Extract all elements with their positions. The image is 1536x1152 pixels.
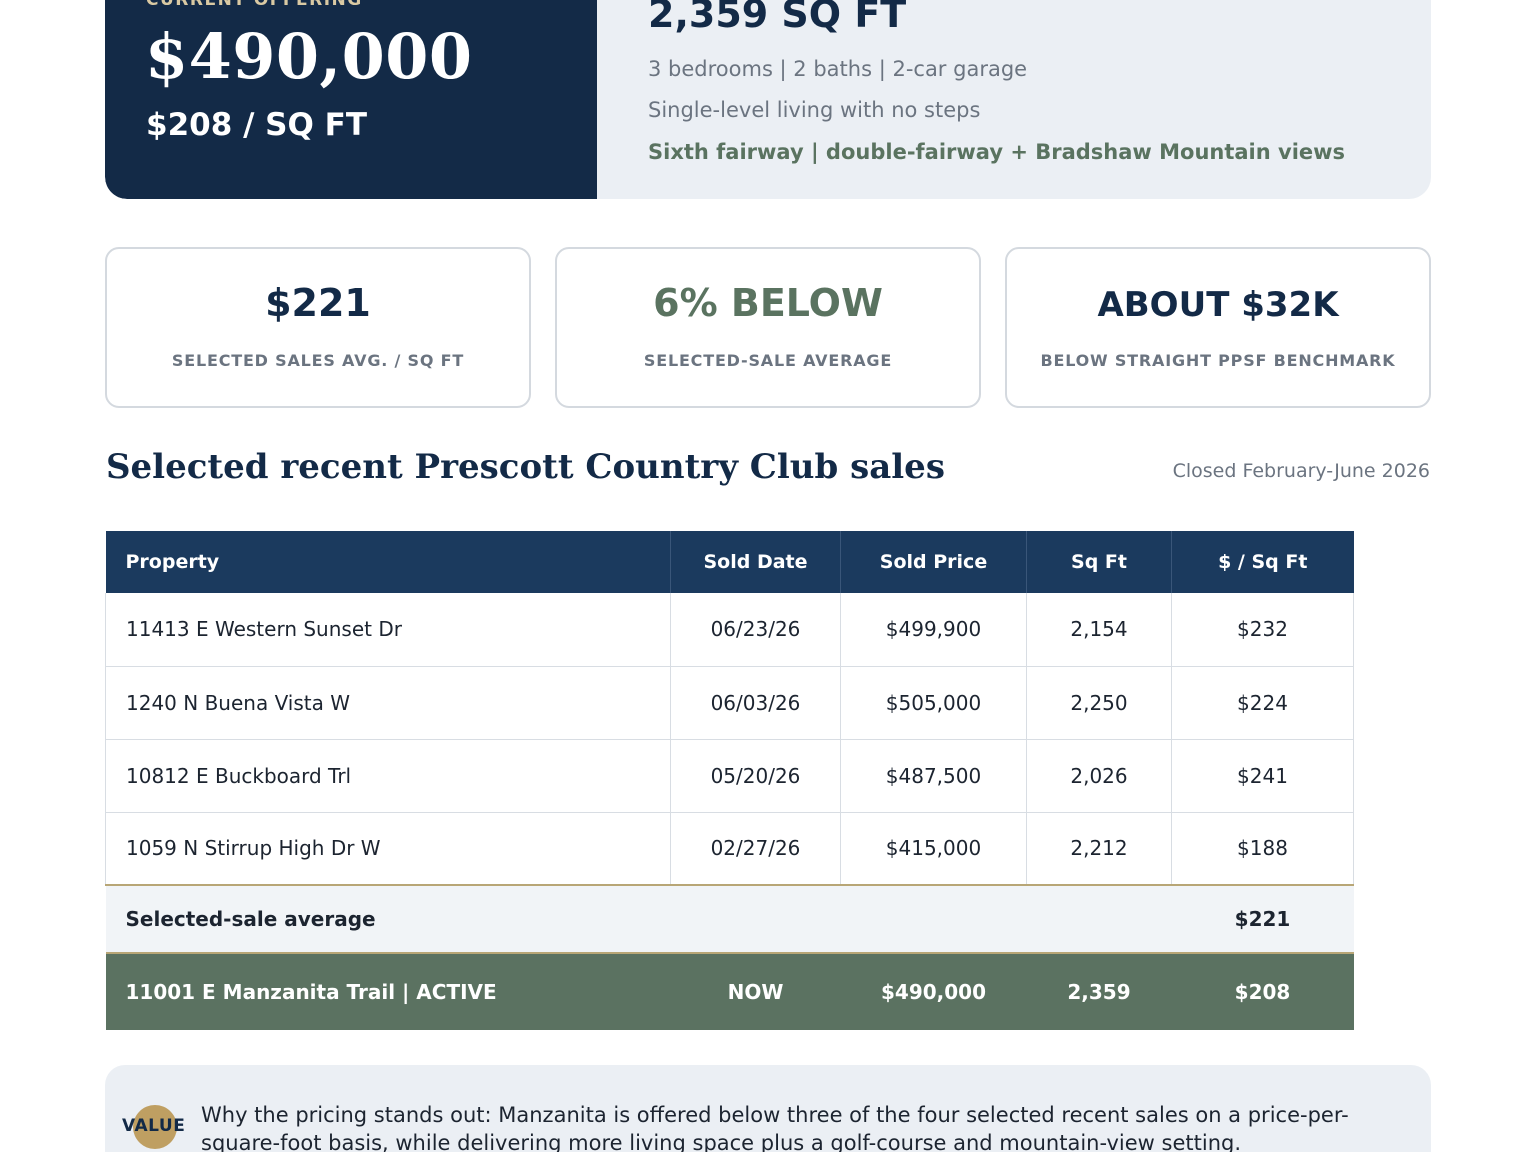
value-callout-text: Why the pricing stands out: Manzanita is…	[201, 1103, 1349, 1152]
stat-card-average-ppsf: $221 SELECTED SALES AVG. / SQ FT	[105, 247, 531, 408]
stat-value: ABOUT $32K	[1097, 285, 1339, 325]
section-title: Selected recent Prescott Country Club sa…	[106, 447, 945, 487]
table-row: 10812 E Buckboard Trl 05/20/26 $487,500 …	[105, 739, 1354, 813]
empty-cell	[670, 885, 841, 953]
cell-sold-date: 06/23/26	[670, 593, 841, 667]
subject-property-row: 11001 E Manzanita Trail | ACTIVE NOW $49…	[105, 952, 1354, 1030]
average-value: $221	[1171, 885, 1354, 953]
stat-card-benchmark: ABOUT $32K BELOW STRAIGHT PPSF BENCHMARK	[1005, 247, 1431, 408]
cell-sold-price: $415,000	[840, 812, 1027, 886]
square-footage: 2,359 SQ FT	[648, 0, 907, 36]
hero-panel: CURRENT OFFERING $490,000 $208 / SQ FT 2…	[105, 0, 1431, 199]
stat-label: BELOW STRAIGHT PPSF BENCHMARK	[1040, 351, 1396, 370]
table-row: 1059 N Stirrup High Dr W 02/27/26 $415,0…	[105, 812, 1354, 886]
average-row: Selected-sale average $221	[105, 885, 1354, 953]
subject-property: 11001 E Manzanita Trail | ACTIVE	[105, 952, 671, 1030]
value-callout: VALUE Why the pricing stands out: Manzan…	[105, 1065, 1431, 1152]
empty-cell	[1026, 885, 1172, 953]
column-header-sold-price: Sold Price	[840, 531, 1027, 593]
subject-price: $490,000	[840, 952, 1027, 1030]
cell-sold-price: $505,000	[840, 666, 1027, 740]
cell-sold-date: 06/03/26	[670, 666, 841, 740]
cell-sqft: 2,154	[1026, 593, 1172, 667]
cell-sold-price: $487,500	[840, 739, 1027, 813]
cell-sold-date: 02/27/26	[670, 812, 841, 886]
cell-price-per-sqft: $232	[1171, 593, 1354, 667]
subject-price-per-sqft: $208	[1171, 952, 1354, 1030]
cell-price-per-sqft: $224	[1171, 666, 1354, 740]
table-header-row: Property Sold Date Sold Price Sq Ft $ / …	[105, 531, 1354, 593]
value-badge-label: VALUE	[122, 1116, 186, 1136]
offering-card: CURRENT OFFERING $490,000 $208 / SQ FT	[105, 0, 597, 199]
column-header-sqft: Sq Ft	[1026, 531, 1172, 593]
offering-price-per-sqft: $208 / SQ FT	[146, 107, 367, 143]
subject-status: NOW	[670, 952, 841, 1030]
cell-sqft: 2,250	[1026, 666, 1172, 740]
cell-property: 1240 N Buena Vista W	[105, 666, 671, 740]
cell-property: 10812 E Buckboard Trl	[105, 739, 671, 813]
column-header-sold-date: Sold Date	[670, 531, 841, 593]
average-label: Selected-sale average	[105, 885, 671, 953]
property-summary: 2,359 SQ FT 3 bedrooms | 2 baths | 2-car…	[648, 0, 1431, 199]
column-header-price-per-sqft: $ / Sq Ft	[1171, 531, 1354, 593]
cell-sold-price: $499,900	[840, 593, 1027, 667]
stat-label: SELECTED-SALE AVERAGE	[643, 351, 893, 370]
cell-sqft: 2,212	[1026, 812, 1172, 886]
stat-card-percent-below: 6% BELOW SELECTED-SALE AVERAGE	[555, 247, 981, 408]
table-row: 1240 N Buena Vista W 06/03/26 $505,000 2…	[105, 666, 1354, 740]
table-row: 11413 E Western Sunset Dr 06/23/26 $499,…	[105, 593, 1354, 667]
living-description: Single-level living with no steps	[648, 98, 981, 122]
cell-property: 11413 E Western Sunset Dr	[105, 593, 671, 667]
empty-cell	[840, 885, 1027, 953]
sales-table: Property Sold Date Sold Price Sq Ft $ / …	[105, 531, 1354, 1030]
value-badge-icon	[133, 1105, 177, 1149]
section-date-range: Closed February-June 2026	[1172, 460, 1430, 482]
cell-sold-date: 05/20/26	[670, 739, 841, 813]
cell-sqft: 2,026	[1026, 739, 1172, 813]
cell-price-per-sqft: $241	[1171, 739, 1354, 813]
stat-value: $221	[265, 281, 371, 325]
stat-label: SELECTED SALES AVG. / SQ FT	[171, 351, 465, 370]
offering-label: CURRENT OFFERING	[146, 0, 363, 10]
subject-sqft: 2,359	[1026, 952, 1172, 1030]
stat-value: 6% BELOW	[653, 281, 883, 325]
cell-price-per-sqft: $188	[1171, 812, 1354, 886]
views-description: Sixth fairway | double-fairway + Bradsha…	[648, 140, 1346, 164]
offering-price: $490,000	[145, 20, 473, 93]
property-specs: 3 bedrooms | 2 baths | 2-car garage	[648, 57, 1028, 81]
column-header-property: Property	[105, 531, 671, 593]
cell-property: 1059 N Stirrup High Dr W	[105, 812, 671, 886]
